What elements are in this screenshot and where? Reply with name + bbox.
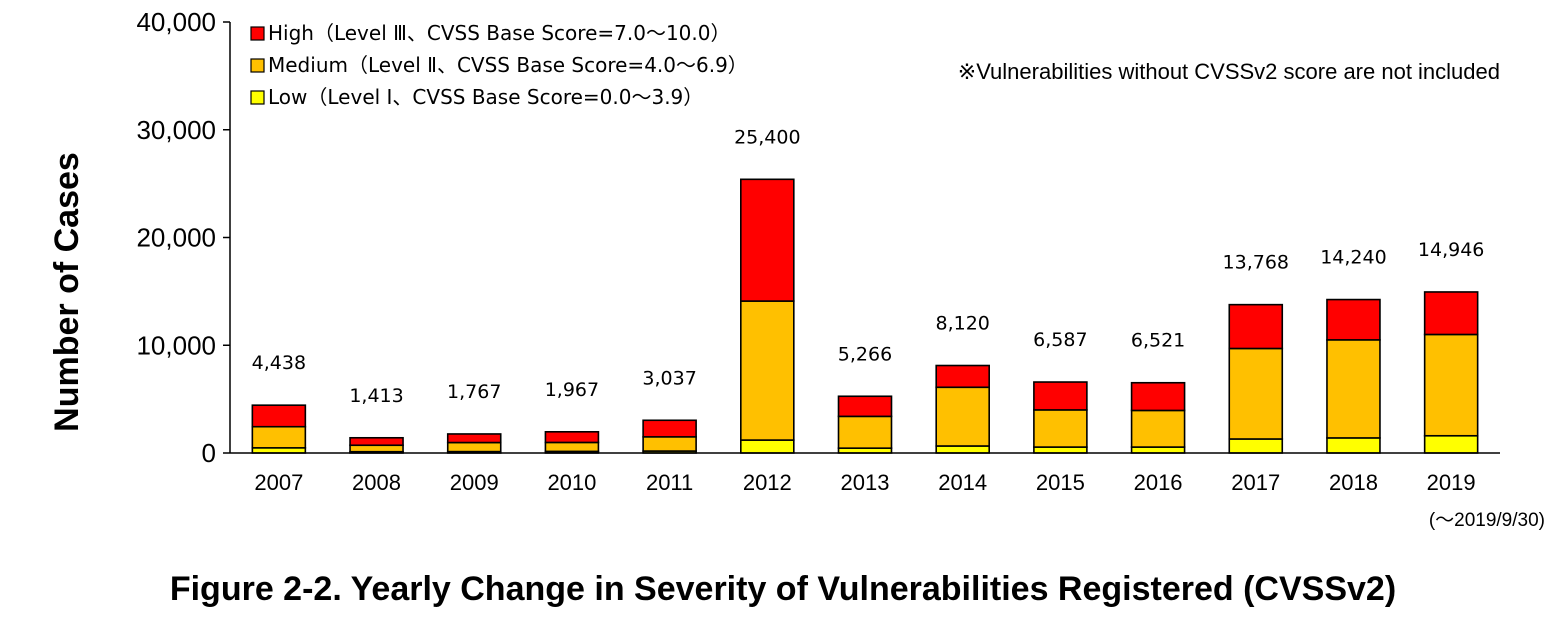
x-tick-label: 2017 [1231,470,1280,495]
legend-label: Medium（Level Ⅱ、CVSS Base Score=4.0～6.9） [268,53,748,77]
x-tick-label: 2016 [1134,470,1183,495]
total-label: 4,438 [252,352,306,374]
bar-segment-high [1130,381,1186,412]
bar-segment-medium [1326,339,1381,439]
total-label: 14,240 [1320,247,1386,269]
total-label: 13,768 [1223,252,1289,274]
bar-segment-medium [935,386,990,447]
total-label: 6,587 [1033,329,1087,351]
x-tick-label: 2013 [841,470,890,495]
y-tick-label: 30,000 [136,115,216,145]
bar-segment-medium [349,444,404,453]
x-tick-label: 2011 [646,470,693,495]
bar-segment-medium [1423,333,1479,437]
bar-segment-high [740,178,795,302]
total-label: 6,521 [1131,330,1185,352]
bar-segment-high [935,364,990,389]
bar-segment-medium [1130,409,1186,448]
y-tick-label: 20,000 [136,223,216,253]
bar-segment-low [1326,437,1381,454]
legend-label: High（Level Ⅲ、CVSS Base Score=7.0～10.0） [268,21,730,45]
total-label: 25,400 [734,126,800,148]
total-label: 3,037 [642,367,696,389]
y-tick-label: 0 [202,438,216,468]
bar-segment-medium [446,441,502,453]
x-axis: 2007 2008 2009 2010 2011 2012 2013 2014 2015 2016… [230,452,1500,495]
bar-segment-medium [837,415,893,449]
legend-swatch [250,26,265,41]
x-tick-label: 2015 [1036,470,1085,495]
legend-swatch [250,90,265,105]
last-category-note: (～2019/9/30) [1429,510,1545,531]
total-label: 1,767 [447,381,501,403]
y-axis: 0 10,000 20,000 30,000 40,000 [136,7,231,468]
bar-segment-low [935,445,990,454]
x-tick-label: 2008 [352,470,401,495]
total-label: 5,266 [838,343,892,365]
bar-segment-medium [251,425,307,449]
x-tick-label: 2018 [1329,470,1378,495]
bar-segment-low [1228,438,1284,454]
x-tick-label: 2009 [450,470,499,495]
bar-segment-low [1130,446,1186,454]
bar-segment-low [1033,446,1088,454]
x-tick-label: 2007 [254,470,303,495]
y-axis-label: Number of Cases [48,152,86,432]
bar-segment-high [1228,303,1284,350]
bar-segment-low [740,439,795,454]
x-tick-label: 2014 [938,470,987,495]
bars [251,178,1479,454]
legend: High（Level Ⅲ、CVSS Base Score=7.0～10.0） Me… [250,21,748,109]
total-label: 1,413 [349,385,403,407]
legend-swatch [250,58,265,73]
bar-segment-high [837,395,893,418]
bar-segment-high [349,436,404,447]
bar-segment-high [1423,291,1479,336]
total-label: 1,967 [545,379,599,401]
x-tick-label: 2010 [547,470,596,495]
bar-segment-high [251,404,307,428]
bar-segment-high [642,419,697,438]
bar-segment-high [1033,381,1088,411]
bar-segment-medium [1228,347,1284,440]
bar-segment-medium [740,300,795,441]
total-label: 8,120 [935,313,989,335]
legend-label: Low（Level Ⅰ、CVSS Base Score=0.0～3.9） [268,85,703,109]
total-labels: 4,438 1,413 1,767 1,967 3,037 25,400 5,266 8,12… [252,126,1485,406]
bar-segment-medium [544,441,600,453]
x-tick-label: 2012 [743,470,792,495]
y-tick-label: 10,000 [136,330,216,360]
y-tick-label: 40,000 [136,7,216,37]
bar-segment-low [1423,434,1479,454]
annotation-note: ※Vulnerabilities without CVSSv2 score ar… [958,59,1500,84]
chart-title: Figure 2-2. Yearly Change in Severity of… [170,570,1396,608]
bar-segment-high [446,433,502,444]
x-tick-label: 2019 [1427,470,1476,495]
bar-segment-high [544,431,600,444]
total-label: 14,946 [1418,239,1484,261]
bar-segment-medium [642,436,697,452]
bar-segment-high [1326,298,1381,341]
bar-segment-medium [1033,409,1088,448]
